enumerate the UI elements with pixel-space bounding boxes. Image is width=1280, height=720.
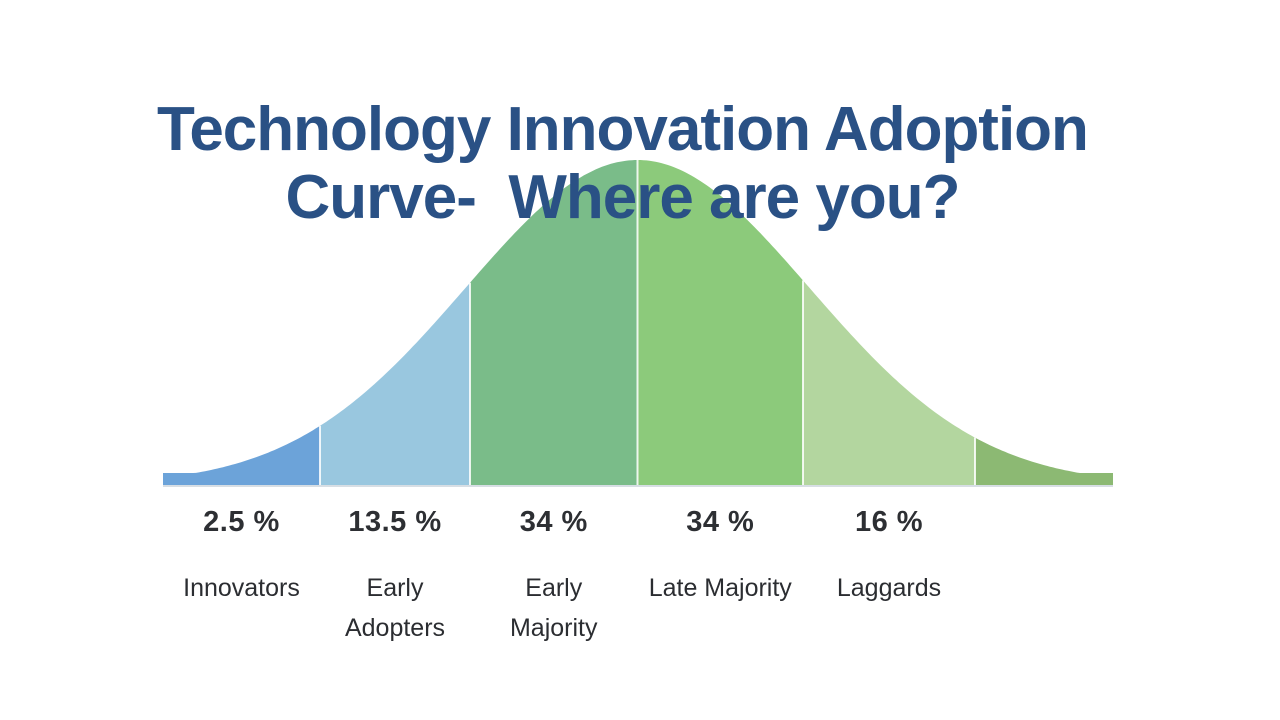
percent-label-late-majority: 34 % <box>686 506 755 538</box>
segment-name-innovators: Innovators <box>183 574 300 602</box>
segment-name-early-majority: Early Majority <box>509 574 598 642</box>
segment-name-late-majority: Late Majority <box>648 574 792 602</box>
segment-right-tail <box>975 437 1113 485</box>
percent-label-laggards: 16 % <box>854 506 924 538</box>
segment-innovators <box>163 425 320 485</box>
segment-early-adopters <box>320 282 470 485</box>
percent-label-innovators: 2.5 % <box>203 506 280 538</box>
chart-title-line-2: Curve- Where are you? <box>285 163 961 232</box>
segment-name-early-adopters: Early Adopters <box>344 574 446 642</box>
segment-early-majority <box>470 160 638 485</box>
chart-title: Technology Innovation Adoption Curve- Wh… <box>0 96 1245 232</box>
percent-label-early-adopters: 13.5 % <box>348 506 442 538</box>
segment-late-majority <box>637 160 803 485</box>
segment-laggards <box>803 280 975 485</box>
segment-name-laggards: Laggards <box>836 574 942 602</box>
chart-title-line-1: Technology Innovation Adoption <box>157 95 1089 164</box>
percent-label-early-majority: 34 % <box>519 506 588 538</box>
